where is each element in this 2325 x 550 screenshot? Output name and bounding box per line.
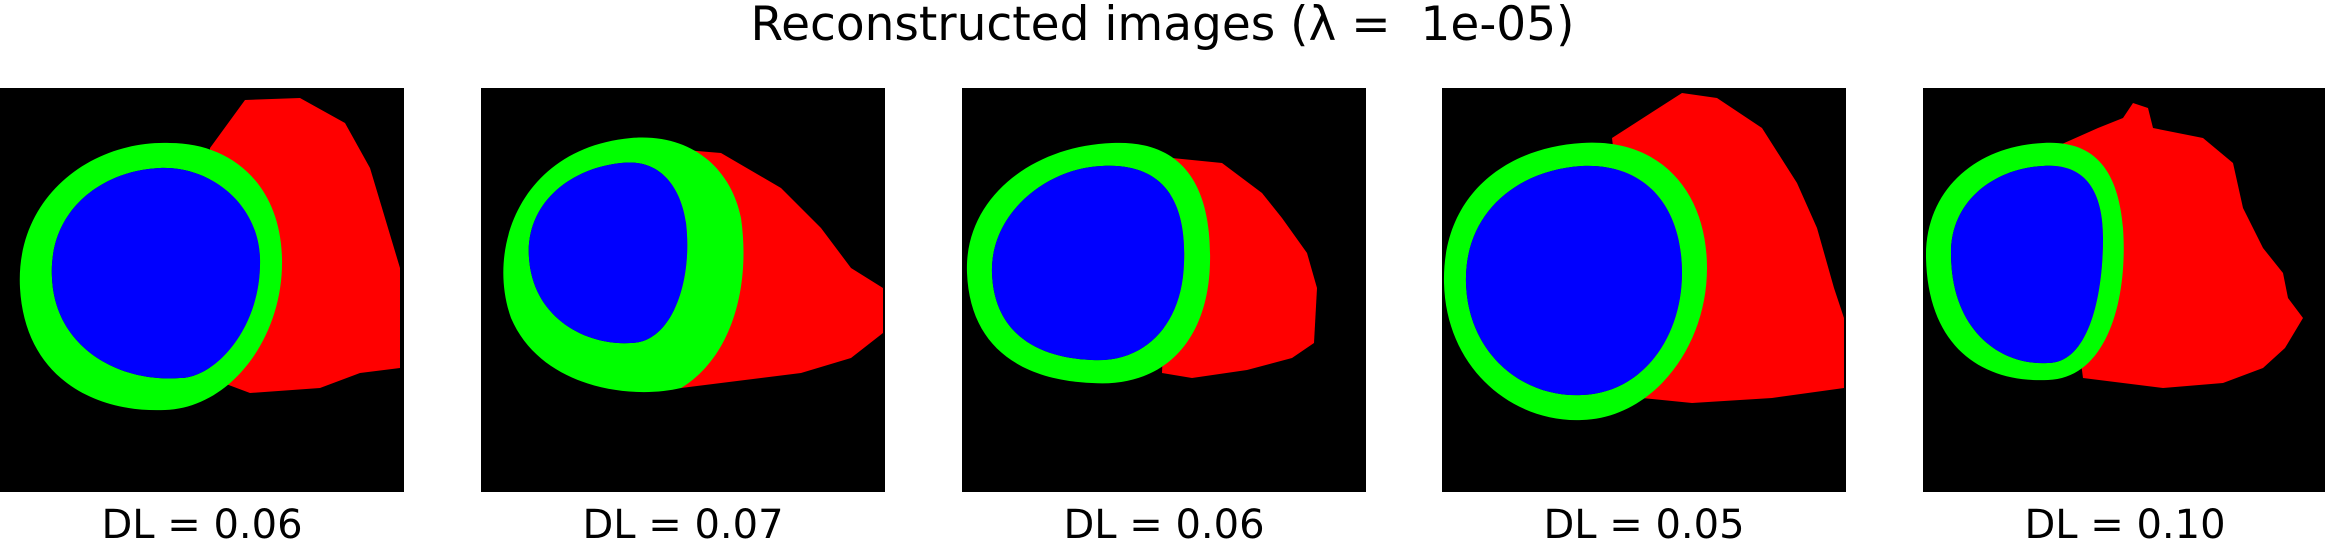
segmentation-mask-4 [1442,88,1846,492]
segmentation-mask-3 [962,88,1366,492]
segmentation-mask-2 [481,88,885,492]
blue-region [991,165,1185,361]
reconstructed-image-4 [1442,88,1846,492]
blue-region [528,162,688,344]
reconstructed-image-2 [481,88,885,492]
segmentation-mask-5 [1923,88,2325,492]
caption-1: DL = 0.06 [101,502,303,548]
green-ring [503,137,744,393]
figure-title: Reconstructed images (λ = 1e-05) [750,0,1575,52]
caption-2: DL = 0.07 [582,502,784,548]
reconstructed-image-3 [962,88,1366,492]
reconstructed-image-1 [0,88,404,492]
segmentation-mask-1 [0,88,404,492]
red-region [2053,103,2303,388]
blue-region [51,167,261,379]
caption-3: DL = 0.06 [1063,502,1265,548]
blue-region [1951,165,2103,364]
caption-4: DL = 0.05 [1543,502,1745,548]
reconstructed-image-5 [1923,88,2325,492]
blue-region [1465,165,1682,396]
caption-5: DL = 0.10 [2024,502,2226,548]
